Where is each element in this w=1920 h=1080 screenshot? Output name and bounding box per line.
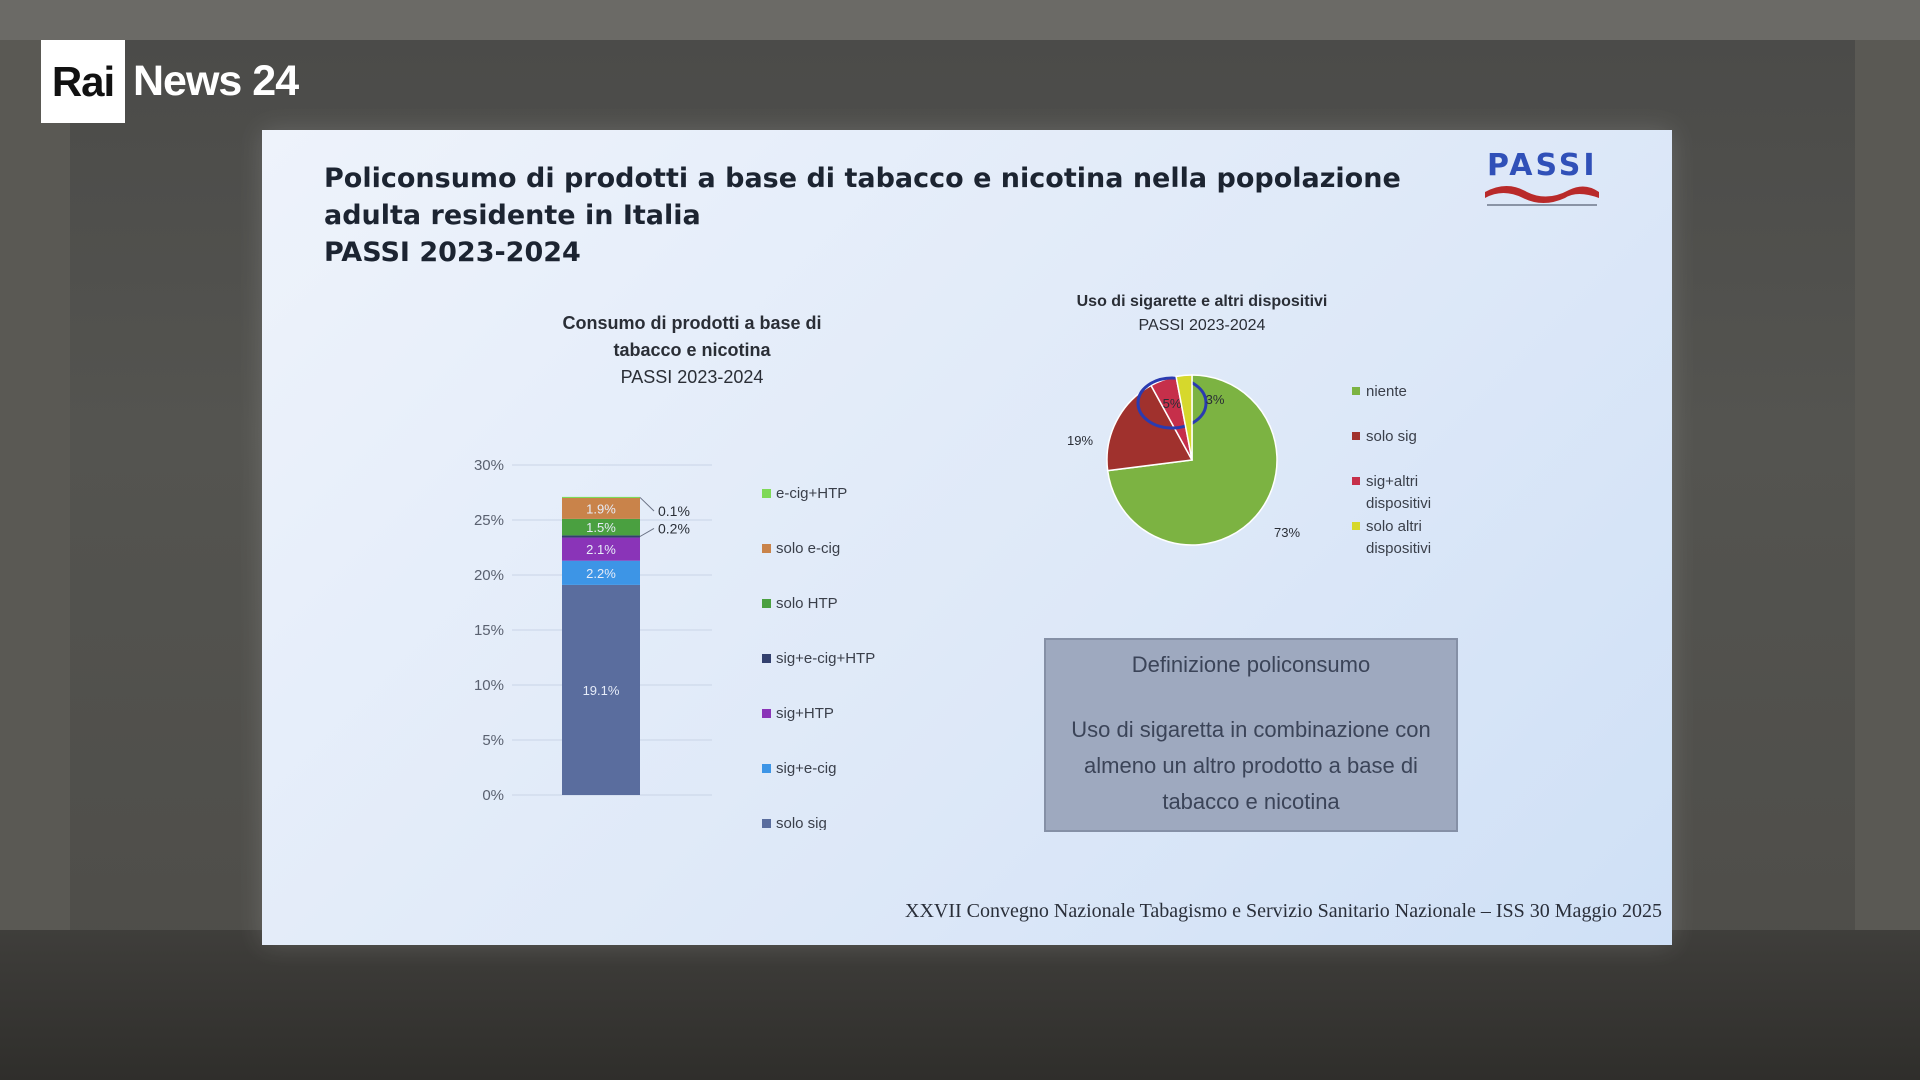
bar-segment [562,584,640,795]
bar-segment [562,537,640,561]
pie-chart-title-text: Uso di sigarette e altri dispositivi [1076,293,1328,310]
pie-data-label: 19% [1067,433,1093,448]
slide-title: Policonsumo di prodotti a base di tabacc… [324,160,1474,271]
y-tick-label: 5% [482,732,504,749]
passi-logo: PASSI [1477,140,1607,210]
pie-chart-subtitle: PASSI 2023-2024 [1138,317,1266,334]
slide-title-line: adulta residente in Italia [324,200,701,231]
legend-swatch [762,599,771,608]
legend-swatch [1352,387,1360,395]
slide-title-line: PASSI 2023-2024 [324,237,581,268]
legend-label: solo sig [776,815,827,830]
y-tick-label: 0% [482,787,504,804]
legend-label: solo e-cig [776,540,840,557]
pie-data-label: 73% [1274,525,1300,540]
bar-chart-title: Consumo di prodotti a base di tabacco e … [522,310,862,391]
bar-chart-subtitle: PASSI 2023-2024 [620,367,764,387]
legend-swatch [762,764,771,773]
legend-label: sig+altri [1366,473,1418,490]
passi-logo-text: PASSI [1487,148,1598,183]
legend-label: solo HTP [776,595,838,612]
definition-box: Definizione policonsumo Uso di sigaretta… [1044,638,1458,832]
legend-label: dispositivi [1366,495,1431,512]
pie-data-label: 5% [1163,396,1182,411]
legend-swatch [762,489,771,498]
bar-segment [562,496,640,498]
y-tick-label: 15% [474,622,504,639]
legend-swatch [1352,522,1360,530]
legend-label: sig+e-cig+HTP [776,650,875,667]
legend-swatch [762,544,771,553]
legend-label: solo altri [1366,518,1422,535]
passi-logo-graphic [1485,186,1599,206]
slide-footer: XXVII Convegno Nazionale Tabagismo e Ser… [905,900,1662,922]
presentation-slide: Policonsumo di prodotti a base di tabacc… [262,130,1672,945]
rai-logo-box: Rai [41,40,125,123]
bar-data-label: 2.1% [586,542,616,557]
pie-data-label: 3% [1206,392,1225,407]
bar-data-label: 19.1% [583,683,620,698]
bar-segment [562,498,640,519]
legend-label: sig+e-cig [776,760,836,777]
bar-label-leader [639,497,655,512]
room-floor [0,930,1920,1080]
legend-label: sig+HTP [776,705,834,722]
bar-data-label: 0.2% [658,520,690,536]
pie-chart-title: Uso di sigarette e altri dispositivi PAS… [1052,290,1352,338]
news24-logo-text: News 24 [133,57,299,105]
rai-news-24-logo: Rai News 24 [41,40,299,123]
highlight-circle [1136,376,1208,430]
legend-swatch [762,654,771,663]
legend-swatch [762,819,771,828]
legend-label: e-cig+HTP [776,485,847,502]
bar-data-label: 2.2% [586,566,616,581]
room-ceiling [0,0,1920,40]
definition-title: Definizione policonsumo [1131,652,1371,677]
slide-title-line: Policonsumo di prodotti a base di tabacc… [324,163,1401,194]
y-tick-label: 25% [474,512,504,529]
legend-swatch [762,709,771,718]
bar-chart-title-line: tabacco e nicotina [613,340,771,360]
legend-swatch [1352,432,1360,440]
y-tick-label: 20% [474,567,504,584]
bar-segment [562,535,640,538]
bar-chart-title-line: Consumo di prodotti a base di [562,313,822,333]
stacked-bar-chart: 0% 5% 10% 15% 20% 25% 30% 19.1% 2.2% 2.1% 0.2% 1.5%… [474,457,875,830]
pie-chart: 73% 19% 5% 3% niente solo sig sig+altri disposi… [1067,374,1431,557]
y-tick-label: 10% [474,677,504,694]
room-wall-left [0,40,70,930]
bar-data-label: 0.1% [658,503,690,519]
bar-segment [562,560,640,585]
legend-swatch [1352,477,1360,485]
bar-segment [562,518,640,536]
bar-data-label: 1.5% [586,520,616,535]
room-wall-right [1855,40,1920,930]
legend-label: solo sig [1366,428,1417,445]
y-tick-label: 30% [474,457,504,474]
bar-label-leader [639,527,655,537]
bar-data-label: 1.9% [586,501,616,516]
definition-text: Uso di sigaretta in combinazione con alm… [1071,717,1431,814]
pie-slice [1175,374,1193,461]
legend-label: dispositivi [1366,540,1431,557]
legend-label: niente [1366,383,1407,400]
